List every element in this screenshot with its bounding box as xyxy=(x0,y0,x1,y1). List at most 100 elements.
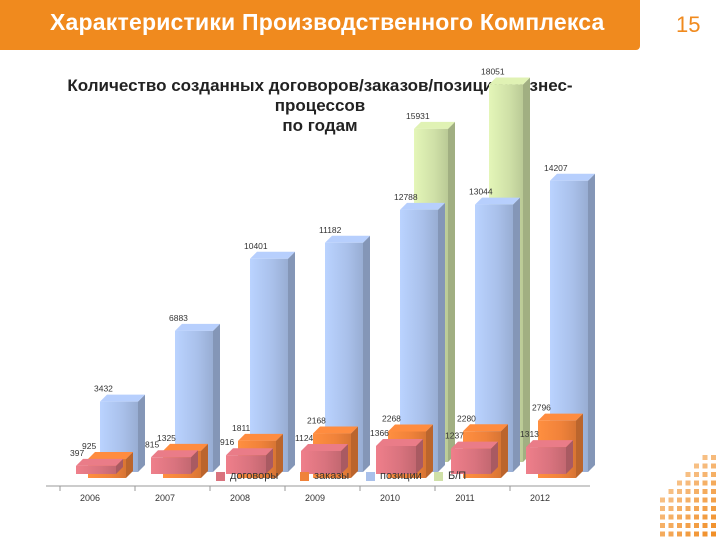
deco-square-20 xyxy=(660,497,665,503)
bar-top xyxy=(175,323,220,331)
data-label-договоры-2006: 397 xyxy=(70,448,84,458)
deco-square-50 xyxy=(677,531,682,537)
x-tick-label-2009: 2009 xyxy=(305,493,325,503)
bar-top xyxy=(250,251,295,259)
bar-top xyxy=(388,424,433,432)
x-tick-label-2010: 2010 xyxy=(380,493,400,503)
page-number: 15 xyxy=(676,12,701,37)
deco-square-11 xyxy=(694,480,699,486)
chart-title: Количество созданных договоров/заказов/п… xyxy=(60,76,580,136)
bar-side xyxy=(438,202,445,472)
x-tick-label-2006: 2006 xyxy=(80,493,100,503)
bar-top xyxy=(100,394,145,402)
bar-side xyxy=(266,448,273,474)
bar-top xyxy=(88,452,133,460)
deco-square-13 xyxy=(711,480,716,486)
deco-square-22 xyxy=(677,497,682,503)
bar-front xyxy=(451,448,491,474)
bar-side xyxy=(448,121,455,463)
data-label-заказы-2008: 1811 xyxy=(232,423,251,433)
deco-square-54 xyxy=(711,531,716,537)
deco-square-41 xyxy=(660,523,665,528)
deco-square-47 xyxy=(711,523,716,528)
x-tick-label-2012: 2012 xyxy=(530,493,550,503)
bar-договоры-2007 xyxy=(151,450,198,474)
bar-договоры-2006 xyxy=(76,458,123,474)
deco-square-21 xyxy=(668,497,674,503)
bar-side xyxy=(523,77,530,462)
bar-side xyxy=(191,450,198,474)
bar-договоры-2009 xyxy=(301,443,348,474)
deco-square-4 xyxy=(711,463,716,469)
deco-square-52 xyxy=(694,531,699,537)
data-label-позиции-2006: 3432 xyxy=(94,384,113,394)
data-label-Б/П-2010: 15931 xyxy=(406,111,430,121)
bar-top xyxy=(226,448,273,456)
deco-square-45 xyxy=(694,523,699,528)
deco-square-25 xyxy=(702,497,708,503)
bar-top xyxy=(538,413,583,421)
bar-top xyxy=(526,440,573,448)
deco-square-14 xyxy=(668,489,674,494)
deco-square-28 xyxy=(668,506,674,511)
data-label-позиции-2007: 6883 xyxy=(169,313,188,323)
bar-top xyxy=(313,426,358,434)
legend-label: договоры xyxy=(230,470,279,482)
legend-label: заказы xyxy=(314,470,350,482)
data-label-позиции-2008: 10401 xyxy=(244,241,268,251)
deco-square-6 xyxy=(694,472,699,477)
deco-square-27 xyxy=(660,506,665,511)
deco-square-15 xyxy=(677,489,682,494)
deco-square-34 xyxy=(660,514,665,520)
data-label-позиции-2011: 13044 xyxy=(469,187,493,197)
deco-square-3 xyxy=(702,463,708,469)
bar-договоры-2012 xyxy=(526,440,573,474)
x-tick-label-2007: 2007 xyxy=(155,493,175,503)
deco-square-30 xyxy=(685,506,691,511)
deco-square-23 xyxy=(685,497,691,503)
deco-square-19 xyxy=(711,489,716,494)
deco-square-33 xyxy=(711,506,716,511)
legend-label: позиции xyxy=(380,470,422,482)
legend-swatch xyxy=(216,472,225,481)
deco-square-12 xyxy=(702,480,708,486)
bar-top xyxy=(163,443,208,451)
deco-square-7 xyxy=(702,472,708,477)
legend-label: Б/П xyxy=(448,470,467,482)
bar-side xyxy=(566,440,573,474)
bar-top xyxy=(76,458,123,466)
data-label-договоры-2007: 815 xyxy=(145,439,159,449)
bar-top xyxy=(376,438,423,446)
deco-square-49 xyxy=(668,531,674,537)
deco-square-53 xyxy=(702,531,708,537)
bar-top xyxy=(400,202,445,210)
slide-title: Характеристики Производственного Комплек… xyxy=(50,9,605,35)
deco-square-44 xyxy=(685,523,691,528)
data-label-позиции-2010: 12788 xyxy=(394,192,418,202)
deco-square-29 xyxy=(677,506,682,511)
bar-top xyxy=(451,441,498,449)
legend-swatch xyxy=(300,472,309,481)
bar-side xyxy=(276,433,283,478)
deco-square-10 xyxy=(685,480,691,486)
bar-side xyxy=(426,424,433,478)
bar-договоры-2011 xyxy=(451,441,498,474)
deco-square-51 xyxy=(685,531,691,537)
data-label-договоры-2012: 1313 xyxy=(520,429,539,439)
deco-square-36 xyxy=(677,514,682,520)
bar-side xyxy=(288,251,295,472)
legend-swatch xyxy=(366,472,375,481)
bar-side xyxy=(588,173,595,472)
deco-square-17 xyxy=(694,489,699,494)
deco-square-16 xyxy=(685,489,691,494)
deco-square-18 xyxy=(702,489,708,494)
legend-swatch xyxy=(434,472,443,481)
data-label-договоры-2011: 1237 xyxy=(445,431,464,441)
deco-square-9 xyxy=(677,480,682,486)
data-label-заказы-2006: 925 xyxy=(82,441,96,451)
bar-side xyxy=(116,458,123,474)
deco-square-32 xyxy=(702,506,708,511)
deco-square-31 xyxy=(694,506,699,511)
deco-square-39 xyxy=(702,514,708,520)
data-label-заказы-2007: 1325 xyxy=(157,433,176,443)
